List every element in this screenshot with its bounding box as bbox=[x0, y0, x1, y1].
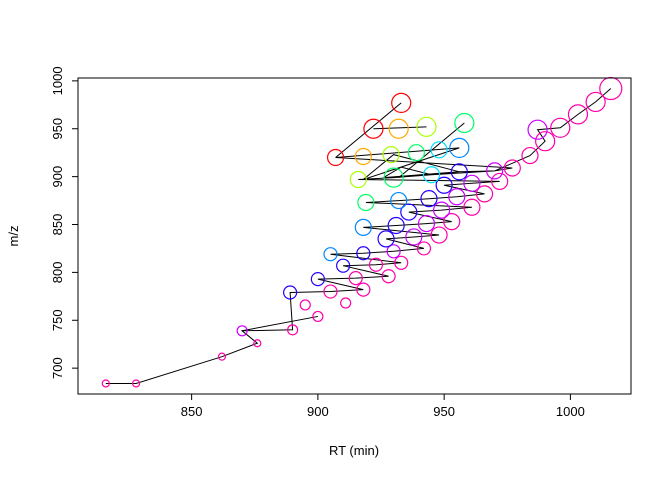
data-point bbox=[131, 379, 141, 388]
data-point bbox=[348, 271, 363, 286]
data-point bbox=[354, 147, 372, 166]
data-point bbox=[400, 203, 418, 221]
x-axis-title: RT (min) bbox=[329, 443, 379, 458]
data-point bbox=[312, 310, 324, 323]
data-point bbox=[387, 216, 405, 235]
data-point bbox=[433, 201, 451, 219]
y-tick-label: 900 bbox=[50, 166, 65, 188]
data-point bbox=[356, 282, 371, 297]
data-points bbox=[101, 76, 623, 388]
data-point bbox=[475, 185, 494, 203]
x-tick-label: 950 bbox=[433, 404, 455, 419]
x-tick-label: 1000 bbox=[556, 404, 585, 419]
data-point bbox=[391, 92, 412, 113]
data-point bbox=[567, 104, 589, 125]
data-point bbox=[323, 247, 338, 262]
y-tick-label: 950 bbox=[50, 118, 65, 140]
x-tick-label: 900 bbox=[307, 404, 329, 419]
y-tick-label: 1000 bbox=[50, 66, 65, 95]
data-point bbox=[310, 271, 325, 287]
data-point bbox=[217, 352, 227, 361]
data-point bbox=[491, 172, 509, 191]
data-point bbox=[417, 214, 436, 233]
data-point bbox=[585, 91, 606, 113]
series-path-line bbox=[105, 88, 612, 384]
data-point bbox=[422, 166, 441, 184]
data-point bbox=[435, 176, 453, 194]
data-point bbox=[448, 188, 466, 206]
data-point bbox=[550, 117, 571, 138]
data-point bbox=[101, 379, 110, 388]
y-tick-label: 850 bbox=[50, 214, 65, 236]
data-point bbox=[390, 191, 408, 210]
data-point bbox=[236, 325, 248, 337]
data-point bbox=[287, 324, 299, 336]
x-tick-label: 850 bbox=[181, 404, 203, 419]
data-point bbox=[356, 246, 371, 261]
data-point bbox=[363, 118, 384, 139]
y-tick-label: 800 bbox=[50, 262, 65, 284]
y-axis-title: m/z bbox=[6, 226, 21, 247]
data-point bbox=[349, 170, 367, 189]
data-point bbox=[386, 244, 401, 259]
data-point bbox=[416, 241, 432, 256]
data-point bbox=[521, 146, 539, 165]
data-point bbox=[430, 141, 448, 159]
data-point bbox=[388, 118, 409, 139]
data-point bbox=[486, 162, 504, 180]
data-point bbox=[450, 163, 468, 181]
data-point bbox=[407, 144, 425, 162]
data-point bbox=[443, 213, 461, 231]
data-point bbox=[383, 167, 404, 188]
data-point bbox=[382, 146, 400, 164]
data-point bbox=[430, 226, 448, 244]
y-tick-label: 750 bbox=[50, 309, 65, 331]
y-axis: 700 750 800 850 900 950 1000 bbox=[50, 66, 79, 379]
data-point bbox=[463, 198, 481, 216]
data-point bbox=[420, 190, 438, 208]
data-point bbox=[377, 230, 395, 248]
data-point bbox=[535, 131, 556, 152]
data-point bbox=[283, 285, 298, 300]
data-point bbox=[253, 339, 262, 348]
data-point bbox=[357, 193, 375, 212]
data-point bbox=[454, 112, 475, 134]
data-point bbox=[449, 137, 470, 159]
data-point bbox=[323, 284, 338, 299]
series-segment-line bbox=[335, 102, 402, 158]
data-point bbox=[299, 299, 311, 311]
y-tick-label: 700 bbox=[50, 357, 65, 379]
data-point bbox=[381, 269, 396, 284]
data-point bbox=[340, 297, 352, 309]
data-point bbox=[326, 148, 345, 167]
data-point bbox=[405, 228, 423, 246]
data-point bbox=[336, 258, 351, 273]
data-point bbox=[503, 159, 521, 177]
data-point bbox=[394, 255, 409, 270]
data-point bbox=[354, 218, 372, 236]
data-point bbox=[463, 174, 481, 192]
series-segment-line bbox=[373, 126, 427, 130]
data-point bbox=[368, 257, 384, 272]
data-point bbox=[416, 116, 437, 137]
series-segment-line bbox=[242, 315, 318, 332]
x-axis: 850 900 950 1000 bbox=[181, 393, 585, 419]
data-point bbox=[527, 119, 548, 140]
